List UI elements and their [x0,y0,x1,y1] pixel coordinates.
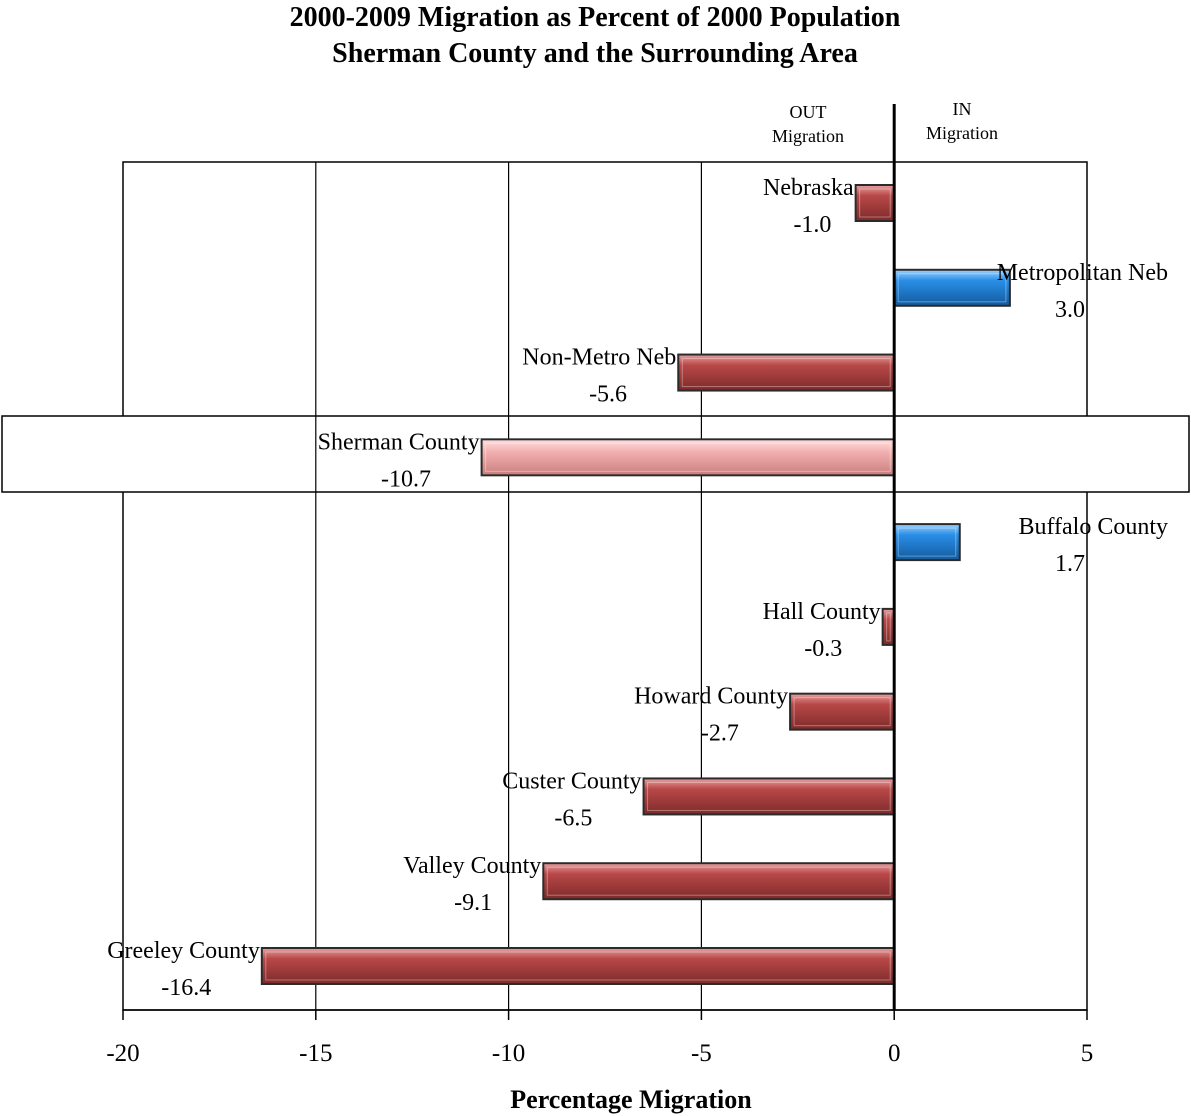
value-label-nebraska: -1.0 [793,212,831,238]
category-label-valley-county: Valley County [403,853,541,879]
out-migration-label-line-1: OUT [790,102,827,122]
value-label-greeley-county: -16.4 [161,975,211,1001]
x-axis: -20 -15 -10 -5 0 5 [106,104,1093,1067]
bars [260,184,1011,985]
value-label-howard-county: -2.7 [701,721,739,747]
out-migration-label-line-2: Migration [772,126,844,146]
bar-sherman-county [480,438,896,477]
value-label-metropolitan-neb: 3.0 [1055,297,1085,323]
in-migration-label-line-1: IN [953,99,972,119]
bar-hall-county [881,607,896,646]
category-label-non-metro-neb: Non-Metro Neb [522,345,676,371]
x-tick-label-neg15: -15 [299,1040,332,1067]
x-axis-title: Percentage Migration [510,1085,752,1114]
category-label-custer-county: Custer County [502,768,641,794]
value-label-buffalo-county: 1.7 [1055,551,1085,577]
chart-title-line-1: 2000-2009 Migration as Percent of 2000 P… [290,2,901,33]
x-tick-label-neg20: -20 [106,1040,139,1067]
in-migration-label-line-2: Migration [926,123,998,143]
bar-greeley-county [260,947,896,985]
bar-bevel-non-metro-neb [681,358,891,388]
bar-bevel-howard-county [793,697,891,727]
value-label-hall-county: -0.3 [804,636,842,662]
category-label-sherman-county: Sherman County [318,429,480,455]
bar-valley-county [542,862,896,901]
bar-howard-county [789,692,896,731]
bar-bevel-sherman-county [485,442,891,472]
bar-metropolitan-neb [893,268,1011,307]
bar-custer-county [642,777,896,816]
bar-bevel-buffalo-county [897,527,957,557]
x-tick-label-5: 5 [1081,1040,1094,1067]
value-label-non-metro-neb: -5.6 [589,382,627,408]
bar-bevel-greeley-county [265,951,891,981]
bar-bevel-custer-county [647,781,891,811]
bar-bevel-valley-county [546,866,891,896]
category-label-nebraska: Nebraska [763,175,854,201]
category-label-buffalo-county: Buffalo County [1018,514,1168,540]
chart-title-line-2: Sherman County and the Surrounding Area [332,38,858,69]
bar-nebraska [854,184,896,222]
category-label-howard-county: Howard County [634,684,788,710]
value-label-valley-county: -9.1 [454,890,492,916]
bar-non-metro-neb [677,353,896,392]
x-tick-label-0: 0 [888,1040,901,1067]
x-tick-label-neg10: -10 [492,1040,525,1067]
category-label-metropolitan-neb: Metropolitan Neb [997,260,1168,286]
bar-buffalo-county [893,523,961,562]
highlight-box [1,415,1190,493]
x-tick-label-neg5: -5 [691,1040,712,1067]
category-label-hall-county: Hall County [763,599,881,625]
bar-bevel-metropolitan-neb [897,273,1007,303]
bar-bevel-hall-county [886,612,891,642]
value-label-custer-county: -6.5 [554,805,592,831]
bar-bevel-nebraska [859,188,891,218]
category-label-greeley-county: Greeley County [107,938,260,964]
data-labels: Nebraska -1.0 Metropolitan Neb 3.0 Non-Metro… [107,175,1168,1001]
value-label-sherman-county: -10.7 [381,466,431,492]
